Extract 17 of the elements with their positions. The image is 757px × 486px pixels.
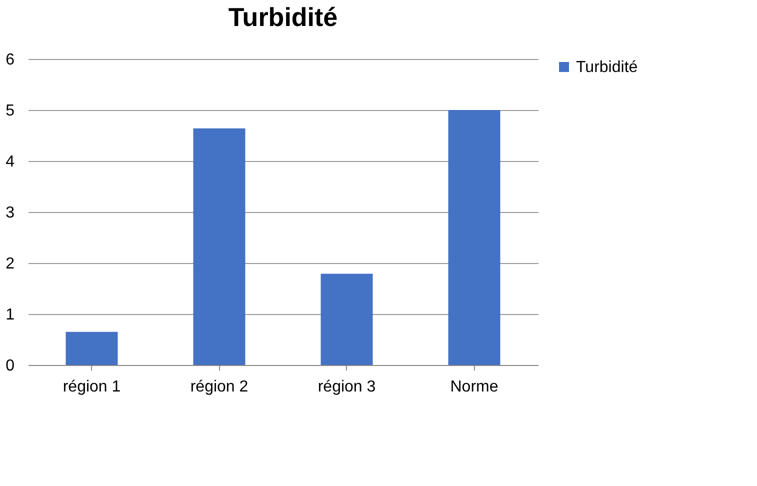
x-tick-label: région 1 bbox=[62, 378, 121, 396]
x-tick-label: Norme bbox=[450, 378, 498, 396]
y-tick-label: 0 bbox=[6, 358, 15, 374]
y-tick-label: 1 bbox=[6, 306, 15, 324]
bar bbox=[320, 274, 373, 365]
bar bbox=[66, 332, 118, 365]
x-tick-label: région 2 bbox=[190, 378, 248, 396]
legend-label: Turbidité bbox=[576, 59, 638, 76]
y-tick-label: 2 bbox=[6, 256, 15, 272]
y-tick-label: 6 bbox=[6, 52, 15, 68]
chart-title: Turbidité bbox=[228, 2, 338, 32]
y-tick-label: 4 bbox=[6, 154, 15, 170]
bar bbox=[193, 128, 246, 365]
y-tick-label: 5 bbox=[6, 102, 15, 120]
y-tick-label: 3 bbox=[6, 204, 15, 222]
x-tick-label: région 3 bbox=[318, 378, 376, 396]
bar bbox=[448, 110, 500, 365]
